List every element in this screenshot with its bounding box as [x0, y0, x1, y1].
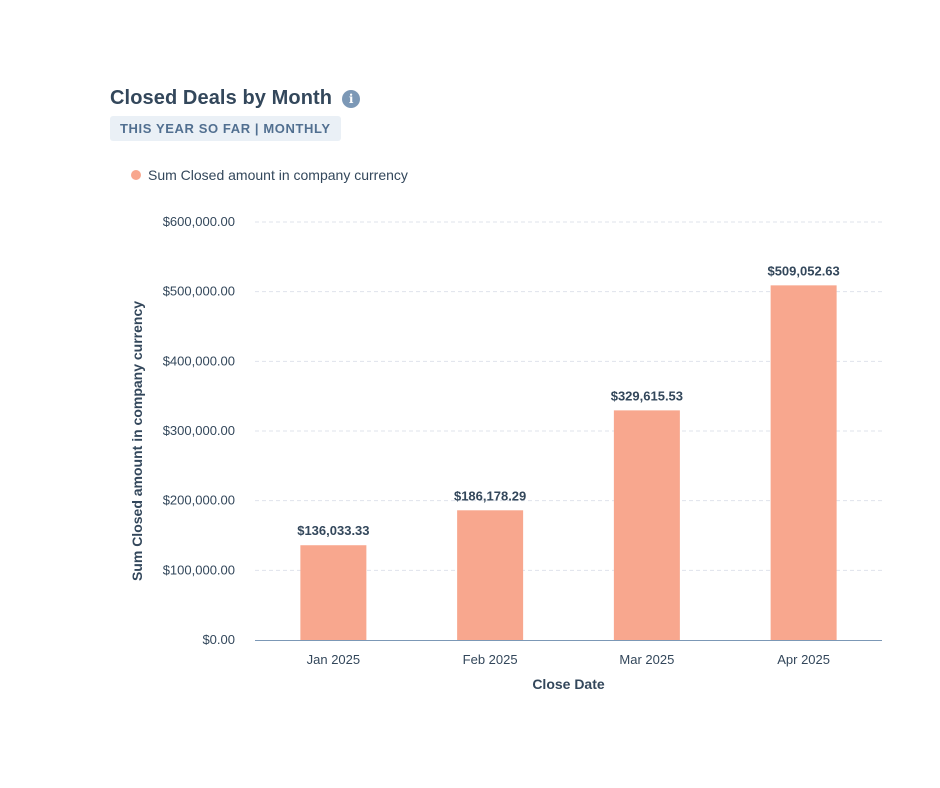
bar[interactable]: [770, 285, 837, 640]
y-tick-label: $100,000.00: [163, 562, 235, 577]
bar[interactable]: [613, 410, 680, 640]
bar-value-label: $329,615.53: [611, 388, 683, 403]
x-tick-label: Apr 2025: [777, 652, 830, 667]
y-tick-label: $600,000.00: [163, 214, 235, 229]
bar-value-label: $186,178.29: [454, 488, 526, 503]
x-tick-label: Mar 2025: [619, 652, 674, 667]
x-axis-ticks: Jan 2025 Feb 2025 Mar 2025 Apr 2025: [307, 652, 830, 667]
legend-label: Sum Closed amount in company currency: [148, 167, 408, 183]
date-range-badge: THIS YEAR SO FAR | MONTHLY: [110, 116, 341, 141]
bar-value-label: $509,052.63: [767, 263, 839, 278]
x-tick-label: Jan 2025: [307, 652, 361, 667]
chart-title: Closed Deals by Month: [110, 87, 333, 109]
info-icon[interactable]: i: [342, 89, 361, 108]
x-tick-label: Feb 2025: [463, 652, 518, 667]
y-tick-label: $0.00: [202, 632, 235, 647]
chart-legend[interactable]: Sum Closed amount in company currency: [131, 167, 408, 183]
bar-value-label: $136,033.33: [297, 523, 369, 538]
x-axis-title: Close Date: [532, 676, 605, 692]
data-labels: $136,033.33 $186,178.29 $329,615.53 $509,05…: [297, 263, 840, 538]
bar[interactable]: [457, 510, 524, 640]
y-tick-label: $400,000.00: [163, 353, 235, 368]
bar[interactable]: [300, 545, 367, 640]
legend-swatch: [131, 170, 141, 180]
y-tick-label: $300,000.00: [163, 423, 235, 438]
y-axis-ticks: $0.00 $100,000.00 $200,000.00 $300,000.00 $4…: [163, 214, 235, 647]
y-tick-label: $500,000.00: [163, 284, 235, 299]
bars: [300, 285, 837, 640]
y-axis-title: Sum Closed amount in company currency: [129, 301, 145, 581]
y-tick-label: $200,000.00: [163, 493, 235, 508]
title-row: Closed Deals by Month i: [110, 87, 361, 110]
